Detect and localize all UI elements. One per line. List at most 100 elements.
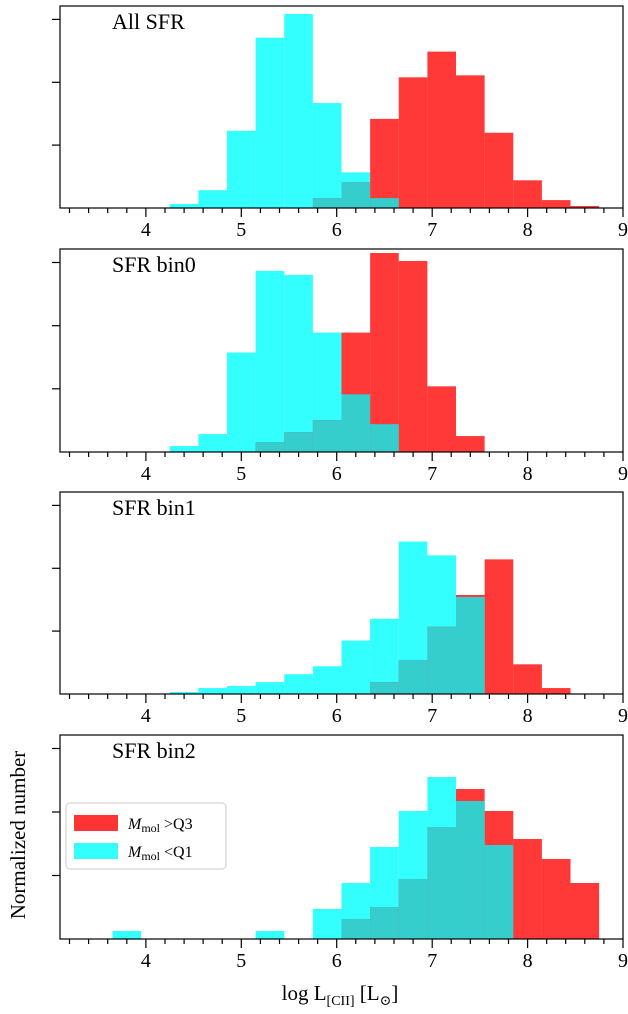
bar-cyan-p3-3 — [255, 682, 285, 694]
x-tick-label-1-5: 5 — [236, 219, 246, 241]
panel-title-4: SFR bin2 — [112, 738, 196, 763]
x-tick-label-1-7: 7 — [427, 219, 437, 241]
bar-overlap-p2-4 — [284, 432, 313, 452]
bar-cyan-p1-1 — [198, 190, 227, 208]
panel-title-1: All SFR — [112, 9, 185, 34]
panel-1: 4 5 6 7 8 9 All SFR — [52, 5, 628, 241]
bar-red-p3-4 — [484, 559, 514, 694]
x-label-main: log L — [282, 981, 327, 1005]
bar-red-p1-7 — [513, 180, 542, 208]
bar-red-p1-6 — [484, 132, 514, 208]
bar-overlap-p2-3 — [255, 442, 285, 452]
legend-swatch-cyan — [74, 843, 118, 859]
x-tick-label-3-5: 5 — [236, 705, 246, 727]
bar-overlap-p3-10 — [456, 596, 485, 694]
x-label-unit-open: [L — [355, 981, 380, 1005]
bar-overlap-p4-5 — [398, 879, 428, 939]
x-tick-label-2-9: 9 — [618, 463, 628, 485]
legend: Mmol >Q3 Mmol <Q1 — [65, 802, 227, 870]
bar-cyan-p3-4 — [284, 674, 313, 694]
x-tick-label-4-6: 6 — [332, 950, 342, 972]
panel-frame-3 — [59, 491, 624, 695]
bar-cyan-p4-2 — [312, 909, 342, 939]
panel-frame-2 — [59, 248, 624, 453]
x-tick-label-3-4: 4 — [141, 705, 151, 727]
x-label-unit-close: ] — [391, 981, 398, 1005]
bar-red-p2-4 — [370, 253, 399, 452]
bar-red-p4-7 — [541, 859, 571, 939]
x-tick-label-2-7: 7 — [427, 463, 437, 485]
x-tick-label-3-8: 8 — [523, 705, 533, 727]
x-tick-label-3-7: 7 — [427, 705, 437, 727]
bar-overlap-p1-5 — [312, 198, 342, 208]
x-tick-label-4-4: 4 — [141, 950, 151, 972]
bar-overlap-p3-8 — [398, 660, 428, 694]
bar-red-p3-6 — [541, 688, 571, 694]
bar-red-p4-6 — [513, 839, 542, 939]
bar-red-p1-3 — [398, 77, 428, 208]
bar-cyan-p3-5 — [312, 666, 342, 694]
bar-red-p1-4 — [427, 51, 457, 208]
bar-red-p1-5 — [456, 75, 485, 208]
bar-cyan-p2-4 — [284, 274, 313, 452]
bar-cyan-p4-1 — [255, 931, 285, 939]
bar-cyan-p1-4 — [284, 13, 313, 208]
bar-cyan-p1-0 — [169, 204, 199, 208]
x-tick-label-3-9: 9 — [618, 705, 628, 727]
panel-title-2: SFR bin0 — [112, 252, 196, 277]
bar-cyan-p2-3 — [255, 270, 285, 452]
bar-red-p2-7 — [456, 436, 485, 452]
bar-cyan-p1-2 — [226, 130, 256, 208]
bar-overlap-p3-9 — [427, 626, 457, 694]
x-tick-label-1-9: 9 — [618, 219, 628, 241]
bar-overlap-p2-7 — [370, 424, 399, 452]
panel-2: 4 5 6 7 8 9 SFR bin0 — [52, 248, 628, 485]
bar-overlap-p4-7 — [456, 801, 485, 939]
bar-cyan-p2-1 — [198, 434, 227, 452]
legend-swatch-red — [74, 815, 118, 831]
bar-cyan-p3-2 — [226, 686, 256, 694]
bar-cyan-p3-1 — [198, 688, 227, 694]
bar-cyan-p3-7 — [370, 618, 399, 694]
bar-cyan-p1-3 — [255, 37, 285, 208]
bar-overlap-p3-7 — [370, 682, 399, 694]
bar-overlap-p2-5 — [312, 420, 342, 452]
bar-red-p3-5 — [513, 664, 542, 694]
x-tick-label-3-6: 6 — [332, 705, 342, 727]
legend-label-red: Mmol >Q3 — [127, 816, 193, 835]
bar-overlap-p4-3 — [341, 919, 371, 939]
x-tick-label-2-8: 8 — [523, 463, 533, 485]
bar-red-p1-2 — [370, 118, 399, 208]
bar-overlap-p2-6 — [341, 394, 371, 452]
bar-cyan-p3-6 — [341, 640, 371, 694]
bar-overlap-p1-7 — [370, 198, 399, 208]
x-tick-label-2-4: 4 — [141, 463, 151, 485]
x-tick-label-2-5: 5 — [236, 463, 246, 485]
y-axis-label: Normalized number — [6, 751, 30, 920]
x-tick-label-1-4: 4 — [141, 219, 151, 241]
x-tick-label-2-6: 6 — [332, 463, 342, 485]
bar-red-p1-8 — [541, 200, 571, 208]
bar-red-p2-5 — [398, 260, 428, 452]
bar-overlap-p4-6 — [427, 827, 457, 939]
x-tick-label-4-7: 7 — [427, 950, 437, 972]
panel-4: 4 5 6 7 8 9 SFR bin2 — [52, 734, 628, 972]
legend-label-cyan: Mmol <Q1 — [127, 844, 193, 863]
bar-overlap-p4-4 — [370, 907, 399, 939]
bar-cyan-p1-5 — [312, 103, 342, 208]
x-tick-label-4-8: 8 — [523, 950, 533, 972]
panel-frame-1 — [59, 5, 624, 209]
panel-frame-4 — [59, 734, 624, 940]
bar-overlap-p1-6 — [341, 182, 371, 208]
x-tick-label-1-6: 6 — [332, 219, 342, 241]
x-tick-label-1-8: 8 — [523, 219, 533, 241]
x-label-unit-symbol: ⊙ — [380, 994, 392, 1009]
panel-title-3: SFR bin1 — [112, 495, 196, 520]
x-tick-label-4-5: 5 — [236, 950, 246, 972]
bar-overlap-p4-8 — [484, 845, 514, 939]
bar-cyan-p2-0 — [169, 446, 199, 452]
panel-3: 4 5 6 7 8 9 SFR bin1 — [52, 491, 628, 727]
bar-red-p2-6 — [427, 386, 457, 452]
x-label-sub: [CII] — [327, 994, 355, 1009]
